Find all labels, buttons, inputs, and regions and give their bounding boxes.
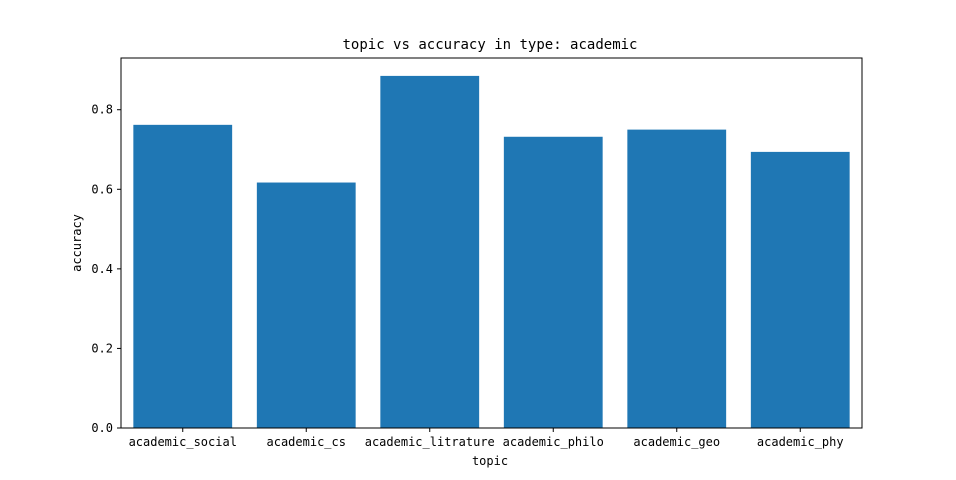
x-tick-label: academic_cs [267,435,346,449]
bar-academic_geo [627,129,727,429]
y-tick-label: 0.0 [91,421,113,435]
bar-academic_social [133,124,233,428]
bar-academic_philo [503,136,603,428]
plot-frame [120,57,863,429]
bar-academic_cs [256,182,356,428]
x-tick-label: academic_litrature [365,435,495,449]
x-axis-ticks: academic_social academic_cs academic_litra… [129,428,844,449]
y-axis-label: accuracy [70,214,84,272]
x-tick-label: academic_geo [633,435,720,449]
y-tick-label: 0.8 [91,103,113,117]
y-axis-ticks: 0.0 0.2 0.4 0.6 0.8 [91,103,121,435]
bars-group [133,75,850,429]
x-axis-label: topic [472,454,508,468]
y-tick-label: 0.2 [91,341,113,355]
x-tick-label: academic_phy [757,435,844,449]
chart-title: topic vs accuracy in type: academic [342,37,637,53]
x-tick-label: academic_philo [503,435,604,449]
y-tick-label: 0.6 [91,182,113,196]
bar-academic_litrature [380,75,480,429]
x-tick-label: academic_social [129,435,237,449]
bar-academic_phy [750,151,850,428]
y-tick-label: 0.4 [91,262,113,276]
